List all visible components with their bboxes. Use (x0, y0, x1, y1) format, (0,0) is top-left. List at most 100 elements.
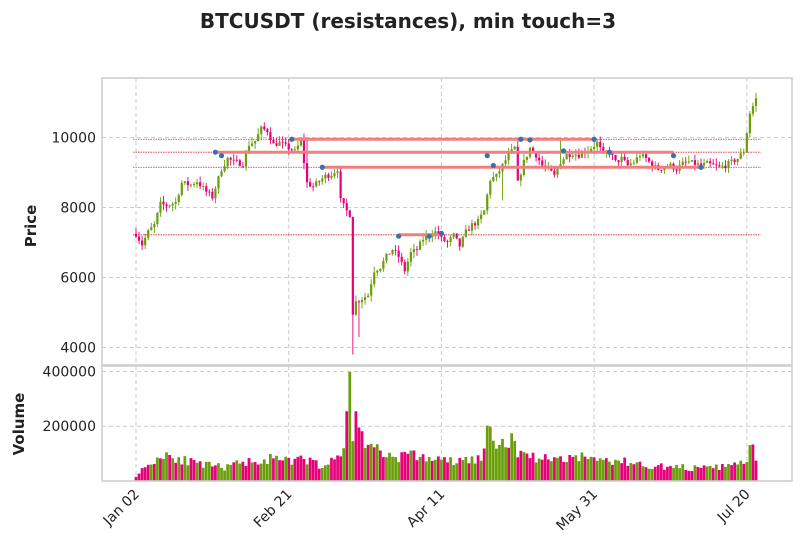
volume-bar (516, 457, 520, 481)
volume-bar (553, 457, 556, 481)
candle-body (580, 152, 584, 158)
candle-body (745, 133, 748, 153)
volume-bar (217, 463, 220, 481)
volume-bar (501, 438, 504, 481)
volume-bar (192, 459, 196, 481)
candle-body (461, 236, 464, 247)
volume-bar (262, 459, 266, 481)
candle-body (263, 126, 266, 130)
candle-body (706, 161, 709, 163)
candle-body (211, 191, 214, 199)
volume-bar (357, 427, 361, 481)
candle-body (379, 268, 382, 271)
candle-body (290, 149, 293, 151)
volume-bar (281, 460, 284, 481)
candle-body (195, 182, 199, 185)
volume-bar (488, 426, 492, 481)
volume-bar (149, 464, 153, 481)
candle-body (721, 165, 724, 167)
volume-axis-label: Volume (10, 393, 28, 456)
candle-body (748, 113, 751, 134)
volume-bar (195, 462, 199, 481)
volume-bar (342, 448, 346, 481)
candle-body (712, 163, 715, 165)
candle-body (617, 160, 620, 162)
candle-body (449, 237, 452, 243)
volume-bar (531, 452, 535, 481)
volume-bar (522, 452, 526, 481)
volume-tick-label: 200000 (43, 419, 96, 435)
volume-bar (156, 457, 159, 481)
volume-bar (272, 458, 275, 481)
candle-body (388, 253, 391, 255)
candle-body (418, 241, 422, 250)
volume-bar (452, 465, 456, 481)
candle-body (593, 146, 596, 150)
candle-body (699, 163, 703, 166)
volume-bar (394, 457, 397, 481)
volume-bar (174, 462, 178, 481)
candle-body (192, 184, 196, 186)
candle-body (147, 230, 150, 238)
candle-body (260, 126, 263, 135)
volume-bar (626, 465, 630, 481)
touch-marker (218, 153, 225, 159)
volume-bar (406, 453, 410, 481)
candle-body (373, 272, 376, 285)
volume-bar (482, 448, 486, 481)
x-axis-ticks: Jan 02 Feb 21 Apr 11 May 31 Jul 20 (100, 487, 754, 535)
volume-bar (696, 467, 700, 481)
volume-bar (354, 411, 358, 481)
volume-bar (446, 462, 449, 481)
candle-body (730, 159, 733, 162)
volume-bar (632, 464, 636, 481)
candle-body (315, 181, 318, 187)
candle-body (696, 163, 700, 165)
candle-body (464, 229, 467, 237)
volume-bar (400, 452, 404, 481)
candle-body (440, 235, 443, 237)
volume-bar (684, 469, 688, 481)
volume-bar (403, 451, 407, 481)
candle-body (538, 157, 541, 161)
volume-bar (470, 456, 474, 481)
volume-bar (672, 467, 675, 481)
candle-body (742, 152, 745, 154)
candle-body (470, 223, 474, 231)
volume-bar (739, 460, 743, 481)
volume-bar (165, 452, 168, 481)
volume-bar (693, 465, 697, 481)
volume-bar (589, 456, 593, 481)
candle-body (687, 161, 690, 163)
volume-bar (226, 464, 229, 481)
candle-body (507, 152, 510, 161)
volume-bar (305, 464, 309, 481)
candle-body (254, 141, 257, 144)
volume-bar (495, 448, 498, 481)
volume-bar (256, 464, 260, 481)
candle-body (360, 299, 364, 303)
volume-bar (369, 443, 373, 481)
volume-bar (620, 463, 623, 481)
candle-body (351, 217, 354, 315)
volume-bar (592, 457, 596, 481)
candle-body (205, 186, 208, 192)
candle-body (177, 195, 180, 202)
candle-body (644, 154, 648, 158)
candle-body (620, 156, 623, 162)
volume-bar (678, 468, 682, 481)
candle-body (473, 223, 477, 226)
touch-marker (698, 164, 704, 170)
volume-bar (397, 462, 401, 481)
volume-panel-frame (101, 365, 793, 482)
volume-bar (601, 459, 605, 481)
volume-bar (754, 460, 758, 481)
candle-body (370, 284, 373, 296)
volume-bar (724, 466, 727, 481)
candle-body (333, 173, 336, 176)
candle-body (467, 229, 471, 231)
candle-body (504, 160, 507, 164)
candle-body (635, 157, 638, 163)
volume-bar (727, 464, 730, 481)
volume-bar (327, 464, 330, 481)
